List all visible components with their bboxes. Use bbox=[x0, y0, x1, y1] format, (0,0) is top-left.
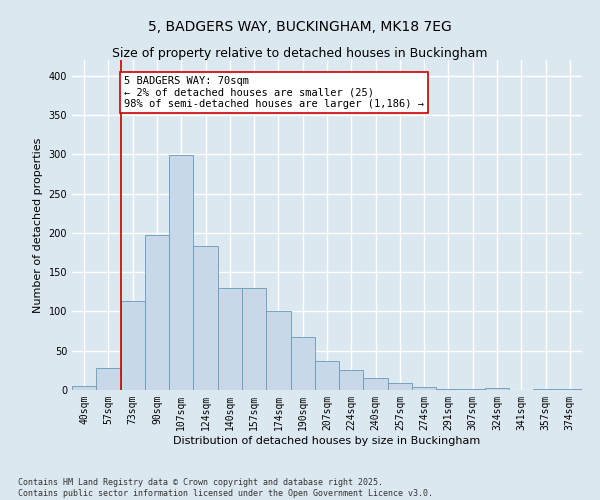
Bar bbox=[315, 361, 339, 390]
Bar bbox=[169, 155, 193, 390]
Bar bbox=[193, 246, 218, 390]
Text: Contains HM Land Registry data © Crown copyright and database right 2025.
Contai: Contains HM Land Registry data © Crown c… bbox=[18, 478, 433, 498]
Bar bbox=[290, 336, 315, 390]
Bar bbox=[96, 368, 121, 390]
Bar bbox=[218, 288, 242, 390]
Bar bbox=[145, 235, 169, 390]
Bar bbox=[339, 370, 364, 390]
Bar bbox=[266, 310, 290, 390]
Bar bbox=[461, 389, 485, 390]
Bar bbox=[121, 301, 145, 390]
X-axis label: Distribution of detached houses by size in Buckingham: Distribution of detached houses by size … bbox=[173, 436, 481, 446]
Bar bbox=[412, 387, 436, 390]
Bar bbox=[436, 389, 461, 390]
Y-axis label: Number of detached properties: Number of detached properties bbox=[33, 138, 43, 312]
Text: Size of property relative to detached houses in Buckingham: Size of property relative to detached ho… bbox=[112, 48, 488, 60]
Text: 5, BADGERS WAY, BUCKINGHAM, MK18 7EG: 5, BADGERS WAY, BUCKINGHAM, MK18 7EG bbox=[148, 20, 452, 34]
Bar bbox=[364, 378, 388, 390]
Bar bbox=[72, 386, 96, 390]
Bar bbox=[533, 389, 558, 390]
Text: 5 BADGERS WAY: 70sqm
← 2% of detached houses are smaller (25)
98% of semi-detach: 5 BADGERS WAY: 70sqm ← 2% of detached ho… bbox=[124, 76, 424, 109]
Bar bbox=[388, 383, 412, 390]
Bar bbox=[485, 388, 509, 390]
Bar bbox=[558, 389, 582, 390]
Bar bbox=[242, 288, 266, 390]
